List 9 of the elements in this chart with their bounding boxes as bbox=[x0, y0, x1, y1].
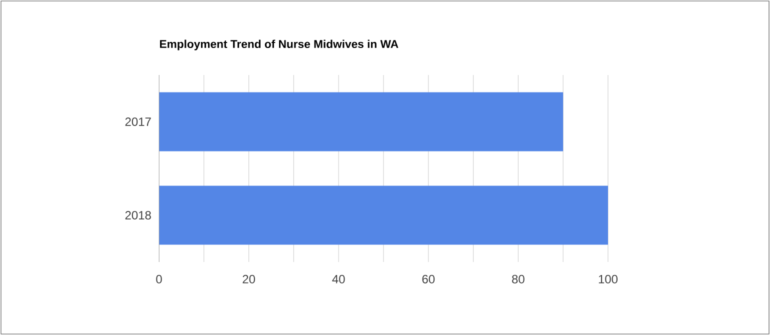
x-tick-label: 20 bbox=[242, 274, 256, 284]
x-tick-label: 0 bbox=[156, 274, 162, 284]
x-tick-label: 80 bbox=[512, 274, 524, 284]
y-tick-label: 2017 bbox=[125, 117, 151, 126]
x-tick-label: 40 bbox=[332, 274, 345, 284]
chart-title: Employment Trend of Nurse Midwives in WA bbox=[160, 40, 398, 50]
y-tick-label: 2018 bbox=[125, 210, 151, 220]
x-tick-label: 60 bbox=[422, 274, 435, 284]
x-tick-label: 100 bbox=[598, 274, 618, 284]
